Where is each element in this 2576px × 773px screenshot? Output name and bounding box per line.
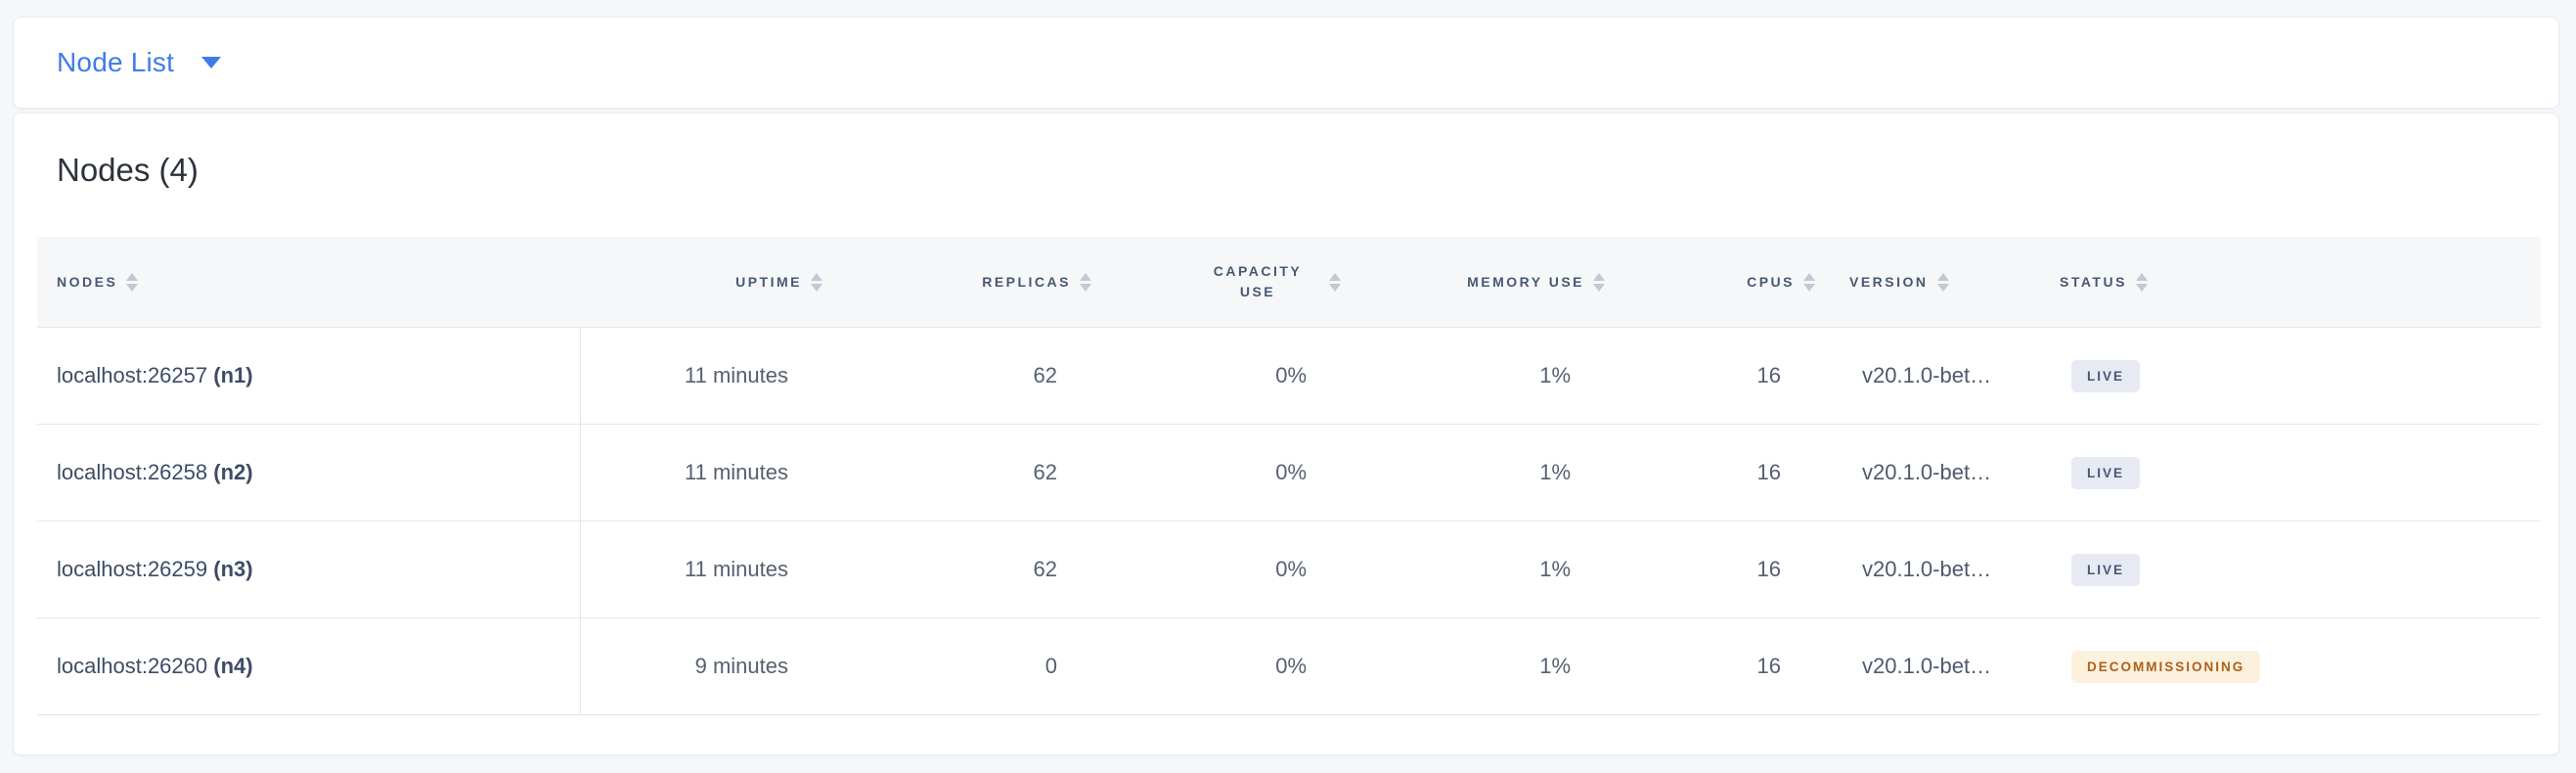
table-row: localhost:26260 (n4) 9 minutes 0 0% 1% 1… [37, 617, 2541, 715]
sort-icon [1593, 272, 1605, 292]
memory-use-cell: 1% [1360, 327, 1624, 425]
node-address-cell: localhost:26258 (n2) [37, 424, 581, 522]
sort-icon [1936, 272, 1949, 292]
column-header-status[interactable]: STATUS [2035, 237, 2541, 328]
column-header-uptime[interactable]: UPTIME [580, 237, 842, 328]
node-address-cell: localhost:26257 (n1) [37, 327, 581, 425]
node-address-link[interactable]: localhost:26260 (n4) [57, 654, 253, 678]
uptime-cell: 11 minutes [580, 327, 842, 425]
status-badge: DECOMMISSIONING [2071, 650, 2261, 683]
node-list-dropdown-label: Node List [57, 47, 175, 77]
view-selector-bar: Node List [13, 17, 2559, 109]
table-row: localhost:26259 (n3) 11 minutes 62 0% 1%… [37, 521, 2541, 618]
node-address-link[interactable]: localhost:26258 (n2) [57, 460, 253, 484]
status-cell: LIVE [2035, 521, 2541, 618]
uptime-cell: 11 minutes [580, 521, 842, 618]
capacity-use-cell: 0% [1111, 327, 1360, 425]
replicas-cell: 0 [842, 617, 1111, 715]
sort-icon [811, 272, 822, 292]
node-address-link[interactable]: localhost:26257 (n1) [57, 363, 253, 387]
column-header-version[interactable]: VERSION [1835, 237, 2035, 328]
capacity-use-cell: 0% [1111, 424, 1360, 522]
column-header-replicas[interactable]: REPLICAS [842, 237, 1111, 328]
version-cell: v20.1.0-bet… [1835, 617, 2035, 715]
sort-icon [1080, 272, 1091, 292]
replicas-cell: 62 [842, 327, 1111, 425]
status-cell: LIVE [2035, 327, 2541, 425]
memory-use-cell: 1% [1360, 424, 1624, 522]
table-row: localhost:26258 (n2) 11 minutes 62 0% 1%… [37, 424, 2541, 522]
node-address-cell: localhost:26260 (n4) [37, 617, 581, 715]
column-header-capacity-use[interactable]: CAPACITY USE [1111, 237, 1360, 328]
version-cell: v20.1.0-bet… [1835, 521, 2035, 618]
status-badge: LIVE [2071, 553, 2141, 586]
table-header-row: NODES UPTIME REPLICAS [37, 237, 2541, 328]
chevron-down-icon [201, 57, 222, 68]
status-cell: DECOMMISSIONING [2035, 617, 2541, 715]
replicas-cell: 62 [842, 521, 1111, 618]
sort-icon [1803, 272, 1815, 292]
column-header-nodes[interactable]: NODES [37, 237, 580, 328]
node-address-cell: localhost:26259 (n3) [37, 521, 581, 618]
cpus-cell: 16 [1624, 424, 1835, 522]
uptime-cell: 11 minutes [580, 424, 842, 522]
capacity-use-cell: 0% [1111, 617, 1360, 715]
memory-use-cell: 1% [1360, 617, 1624, 715]
column-header-memory-use[interactable]: MEMORY USE [1360, 237, 1624, 328]
memory-use-cell: 1% [1360, 521, 1624, 618]
table-row: localhost:26257 (n1) 11 minutes 62 0% 1%… [37, 327, 2541, 425]
uptime-cell: 9 minutes [580, 617, 842, 715]
sort-icon [1329, 272, 1341, 292]
node-address-link[interactable]: localhost:26259 (n3) [57, 557, 253, 581]
version-cell: v20.1.0-bet… [1835, 424, 2035, 522]
status-cell: LIVE [2035, 424, 2541, 522]
column-header-cpus[interactable]: CPUS [1624, 237, 1835, 328]
cpus-cell: 16 [1624, 617, 1835, 715]
version-cell: v20.1.0-bet… [1835, 327, 2035, 425]
status-badge: LIVE [2071, 359, 2141, 392]
page-title: Nodes (4) [57, 152, 199, 188]
replicas-cell: 62 [842, 424, 1111, 522]
cpus-cell: 16 [1624, 327, 1835, 425]
status-badge: LIVE [2071, 456, 2141, 489]
sort-icon [2135, 272, 2148, 292]
cpus-cell: 16 [1624, 521, 1835, 618]
node-list-dropdown[interactable]: Node List [57, 47, 222, 78]
capacity-use-cell: 0% [1111, 521, 1360, 618]
nodes-panel: Nodes (4) NODES UPTIME [13, 113, 2559, 755]
nodes-table: NODES UPTIME REPLICAS [37, 237, 2541, 715]
sort-icon [126, 272, 139, 292]
